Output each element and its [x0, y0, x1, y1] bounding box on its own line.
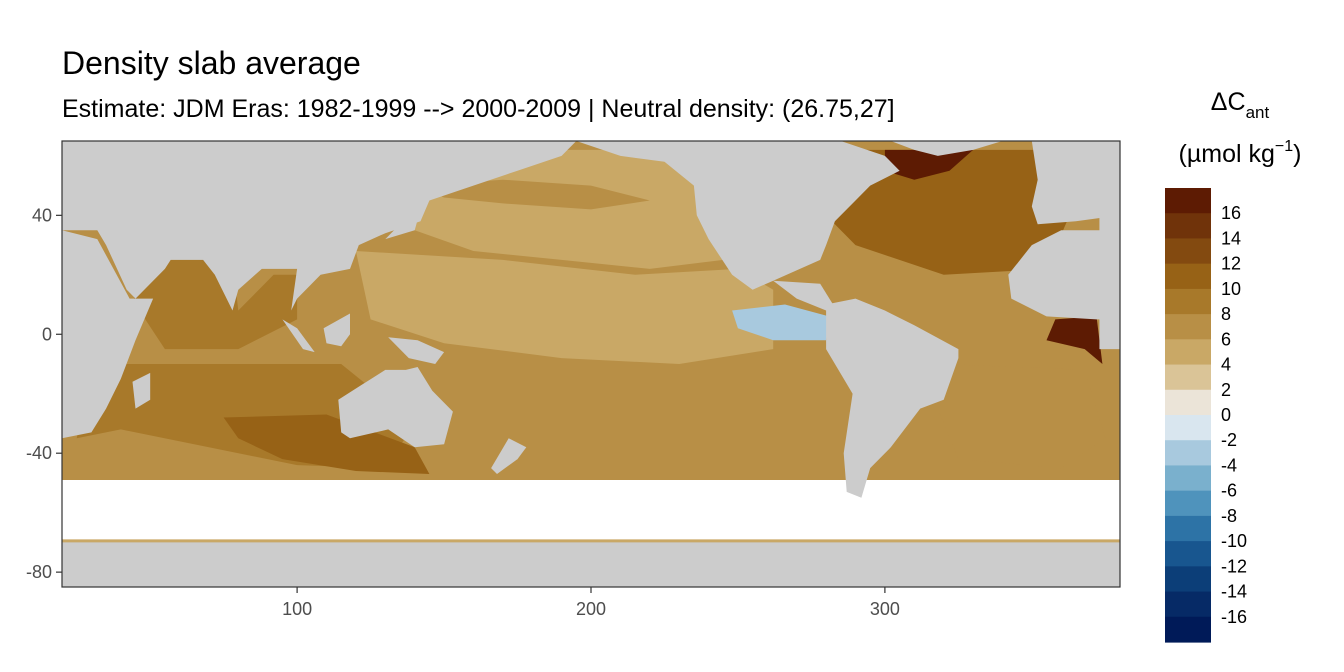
- legend-swatch: [1165, 591, 1211, 618]
- land-africa: [62, 230, 154, 439]
- legend-swatch: [1165, 616, 1211, 643]
- y-tick-label: 40: [32, 205, 52, 225]
- land-madagascar: [132, 372, 151, 409]
- legend-title: ΔCant: [1211, 88, 1270, 122]
- legend-swatch: [1165, 415, 1211, 441]
- legend-label: -14: [1221, 582, 1247, 602]
- legend-label: -16: [1221, 607, 1247, 627]
- legend-swatch: [1165, 541, 1211, 567]
- y-tick-label: 0: [42, 324, 52, 344]
- land-greenland: [890, 141, 1003, 156]
- y-tick-label: -80: [26, 562, 52, 582]
- chart-subtitle: Estimate: JDM Eras: 1982-1999 --> 2000-2…: [62, 95, 895, 123]
- legend-labels: 16 14 12 10 8 6 4 2 0 -2 -4 -6 -8 -10 -12 -14 -16: [1221, 203, 1247, 627]
- land-borneo: [323, 313, 350, 347]
- legend-swatch: [1165, 389, 1211, 416]
- x-tick-label: 300: [870, 599, 900, 619]
- legend-swatch: [1165, 364, 1211, 391]
- legend-unit: (µmol kg−1): [1179, 138, 1302, 168]
- legend-swatch: [1165, 263, 1211, 290]
- legend-label: 8: [1221, 304, 1231, 324]
- land-japan: [385, 209, 421, 240]
- land-asia: [62, 141, 577, 311]
- no-data-band: [62, 480, 1120, 540]
- land-new-guinea: [388, 337, 445, 364]
- legend-label: -2: [1221, 430, 1237, 450]
- region-arabian-sea: [126, 259, 298, 350]
- legend-swatch: [1165, 440, 1211, 467]
- legend-swatch: [1165, 339, 1211, 366]
- legend-swatch: [1165, 490, 1211, 517]
- map-panel: [61, 140, 1121, 588]
- legend-swatch: [1165, 566, 1211, 593]
- legend-label: -8: [1221, 506, 1237, 526]
- region-labrador-sea: [884, 149, 974, 180]
- land-australia: [338, 367, 453, 448]
- legend-swatch: [1165, 465, 1211, 492]
- legend-swatch: [1165, 288, 1211, 315]
- legend-label: 16: [1221, 203, 1241, 223]
- legend-label: 10: [1221, 279, 1241, 299]
- land-north-america: [576, 141, 900, 290]
- legend-swatch: [1165, 188, 1211, 214]
- legend: ΔCant (µmol kg−1) 16 14 12 10 8 6 4 2 0 -2 -4 -6 -8 -…: [1165, 88, 1301, 643]
- legend-label: -10: [1221, 531, 1247, 551]
- x-tick-label: 100: [282, 599, 312, 619]
- legend-swatch: [1165, 213, 1211, 240]
- land-europe: [1031, 141, 1120, 225]
- ocean-field: [62, 141, 1120, 587]
- region-southern-indian-band: [223, 414, 430, 474]
- legend-swatch: [1165, 238, 1211, 265]
- legend-label: 6: [1221, 329, 1231, 349]
- chart-title: Density slab average: [62, 45, 361, 81]
- land-africa-east: [1008, 230, 1120, 320]
- legend-label: 12: [1221, 254, 1241, 274]
- region-tropical-pacific: [355, 251, 774, 364]
- legend-label: 4: [1221, 355, 1231, 375]
- land-central-america: [773, 280, 835, 311]
- land-sumatra: [282, 319, 315, 353]
- region-equatorial-east-pacific: [732, 304, 829, 341]
- legend-label: -4: [1221, 455, 1237, 475]
- legend-label: 2: [1221, 380, 1231, 400]
- land-new-zealand: [491, 438, 527, 474]
- x-tick-label: 200: [576, 599, 606, 619]
- legend-colorbar: [1165, 188, 1211, 643]
- land-south-america: [826, 298, 959, 498]
- legend-label: -6: [1221, 481, 1237, 501]
- legend-label: -12: [1221, 556, 1247, 576]
- region-subpolar-north-pacific: [414, 179, 650, 210]
- land-antarctica: [62, 542, 1120, 587]
- y-tick-label: -40: [26, 443, 52, 463]
- land-east-strip: [1099, 141, 1120, 350]
- land-masses: [62, 141, 1120, 587]
- region-eastern-tropical-atlantic: [1046, 316, 1103, 364]
- legend-label: 14: [1221, 228, 1241, 248]
- legend-label: 0: [1221, 405, 1231, 425]
- region-south-atlantic: [937, 364, 1106, 469]
- legend-swatch: [1165, 314, 1211, 340]
- legend-swatch: [1165, 515, 1211, 542]
